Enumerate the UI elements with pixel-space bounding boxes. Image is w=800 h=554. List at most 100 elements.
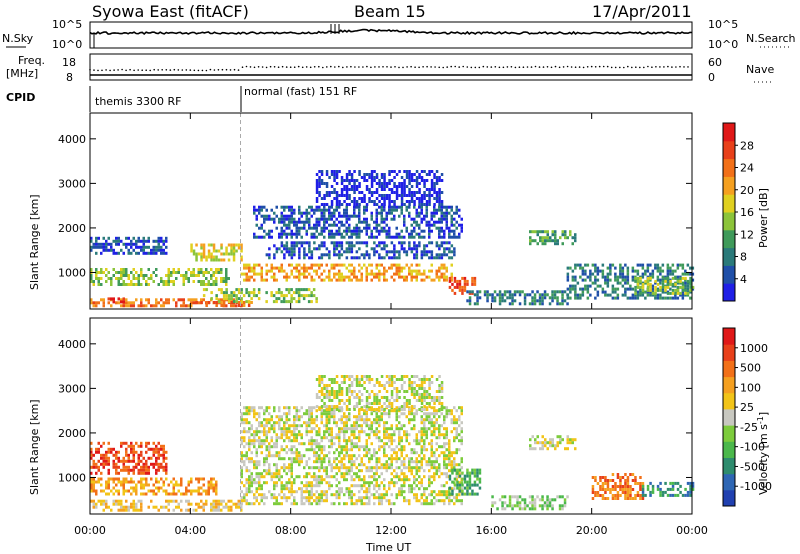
echo-cell <box>556 290 559 294</box>
echo-cell <box>450 263 453 267</box>
echo-cell <box>626 296 630 300</box>
echo-cell <box>574 287 577 291</box>
echo-cell <box>373 493 376 497</box>
echo-cell <box>240 246 243 250</box>
echo-cell <box>343 211 346 215</box>
echo-cell <box>430 451 433 455</box>
nsearch-label: N.Search <box>746 32 796 45</box>
echo-cell <box>295 235 298 239</box>
echo-cell <box>661 296 665 300</box>
echo-cell <box>295 223 298 227</box>
freq-point <box>205 69 208 72</box>
echo-cell <box>197 301 200 305</box>
echo-cell <box>115 502 118 506</box>
echo-cell <box>666 285 670 289</box>
echo-cell <box>323 253 326 257</box>
echo-cell <box>430 445 433 449</box>
echo-cell <box>280 214 283 218</box>
echo-cell <box>290 460 293 464</box>
echo-cell <box>240 258 243 262</box>
echo-cell <box>120 508 123 512</box>
echo-cell <box>295 229 298 233</box>
echo-cell <box>621 269 625 273</box>
echo-cell <box>458 481 461 485</box>
echo-cell <box>358 232 361 236</box>
freq-point <box>494 66 497 68</box>
echo-cell <box>285 436 288 440</box>
echo-cell <box>283 253 286 257</box>
echo-cell <box>100 277 103 280</box>
echo-cell <box>358 469 361 473</box>
echo-cell <box>360 427 363 431</box>
echo-cell <box>315 220 318 224</box>
echo-cell <box>433 460 436 464</box>
echo-cell <box>363 502 366 506</box>
echo-cell <box>501 296 504 300</box>
echo-cell <box>365 408 369 411</box>
freq-point <box>394 66 396 68</box>
echo-cell <box>400 487 403 491</box>
echo-cell <box>270 493 273 497</box>
echo-cell <box>132 283 135 286</box>
echo-cell <box>157 283 160 286</box>
echo-cell <box>215 271 218 274</box>
echo-cell <box>368 448 371 452</box>
echo-cell <box>443 454 446 458</box>
echo-cell <box>393 469 396 473</box>
echo-cell <box>473 302 477 306</box>
echo-cell <box>443 421 446 425</box>
echo-cell <box>243 454 246 458</box>
echo-cell <box>95 274 98 277</box>
echo-cell <box>212 255 216 259</box>
echo-cell <box>606 293 610 297</box>
echo-cell <box>345 375 349 378</box>
echo-cell <box>350 460 353 464</box>
echo-cell <box>320 457 323 461</box>
echo-cell <box>408 235 411 239</box>
echo-cell <box>258 481 261 485</box>
echo-cell <box>172 499 175 503</box>
freq-point <box>318 65 320 68</box>
echo-cell <box>388 205 391 209</box>
echo-cell <box>330 200 334 203</box>
echo-cell <box>358 211 361 215</box>
date-title: 17/Apr/2011 <box>592 2 692 21</box>
echo-cell <box>553 296 557 300</box>
echo-cell <box>240 475 243 479</box>
echo-cell <box>410 427 413 431</box>
echo-cell <box>456 282 459 286</box>
echo-cell <box>190 243 193 247</box>
y-tick-label: 3000 <box>58 177 86 190</box>
echo-cell <box>340 235 343 239</box>
echo-cell <box>147 245 150 249</box>
echo-cell <box>345 442 348 446</box>
echo-cell <box>375 275 378 279</box>
echo-cell <box>403 247 406 251</box>
freq-point <box>241 66 244 68</box>
echo-cell <box>455 448 458 452</box>
echo-cell <box>368 406 371 410</box>
echo-cell <box>403 223 406 227</box>
echo-cell <box>318 433 321 437</box>
echo-cell <box>328 390 331 393</box>
echo-cell <box>534 239 537 243</box>
echo-cell <box>423 499 426 503</box>
echo-cell <box>280 457 283 461</box>
echo-cell <box>290 451 293 455</box>
echo-cell <box>395 475 398 479</box>
echo-cell <box>435 448 438 452</box>
echo-cell <box>240 508 243 512</box>
freq-point <box>623 66 625 69</box>
echo-cell <box>285 244 289 248</box>
echo-cell <box>250 266 253 270</box>
echo-cell <box>230 499 233 503</box>
echo-cell <box>215 283 218 286</box>
echo-cell <box>180 499 183 503</box>
echo-cell <box>150 274 153 277</box>
echo-cell <box>285 232 288 236</box>
echo-cell <box>440 244 444 248</box>
echo-cell <box>418 214 421 218</box>
echo-cell <box>270 436 273 440</box>
freq-point <box>470 66 473 69</box>
echo-cell <box>594 263 597 267</box>
